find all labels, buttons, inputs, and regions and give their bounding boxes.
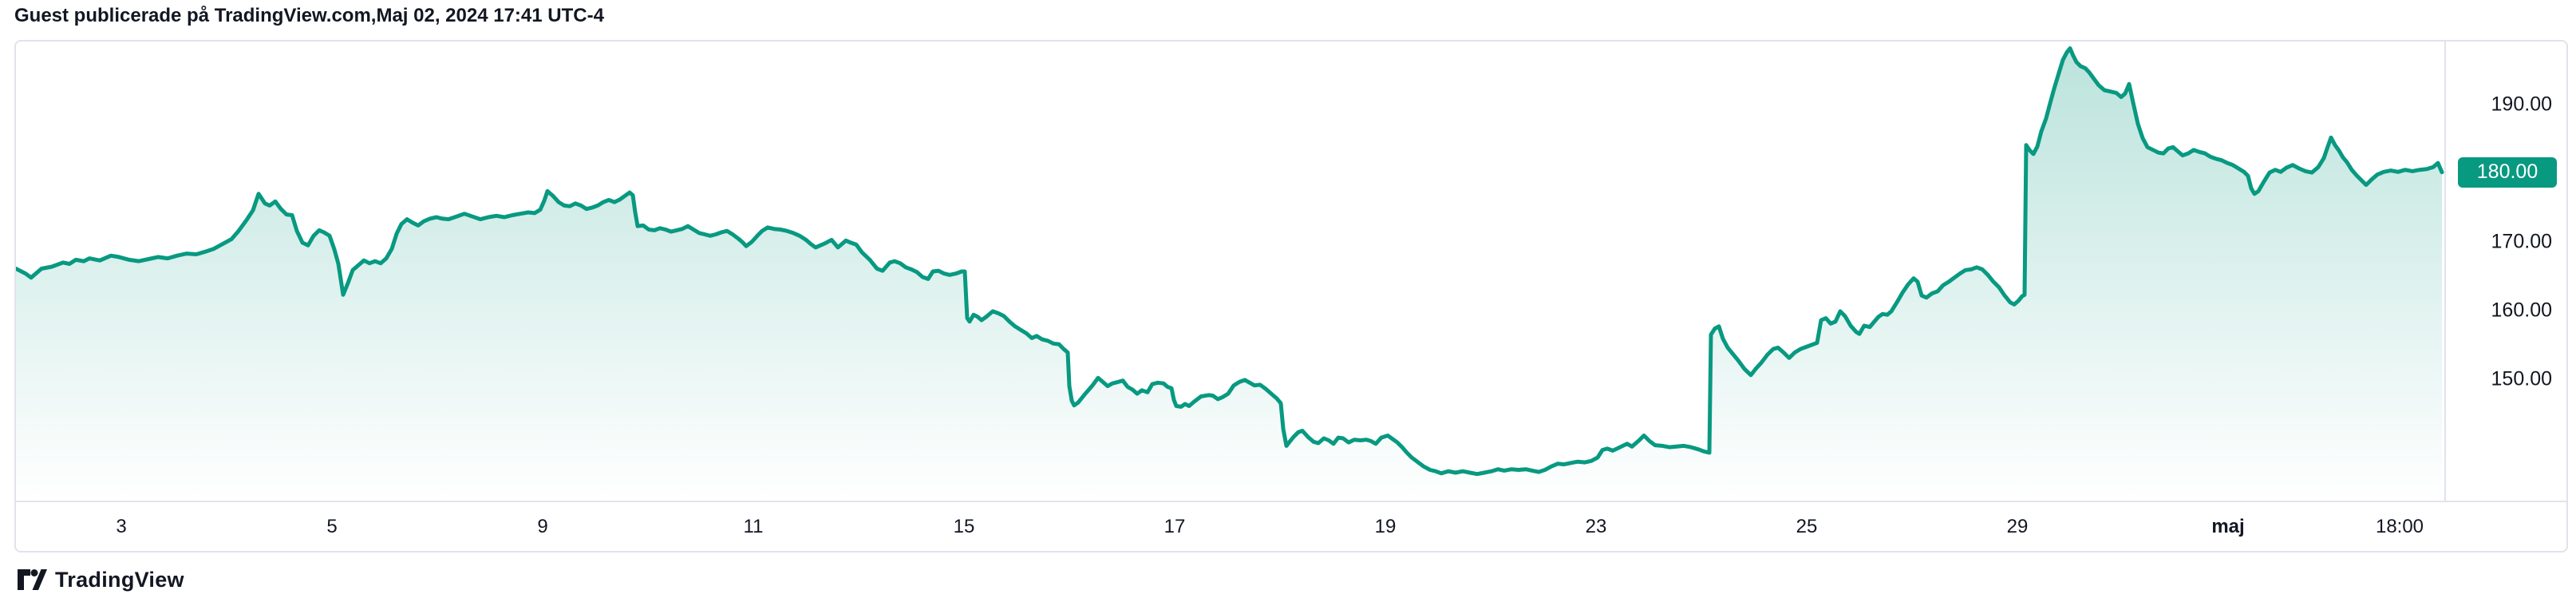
x-tick-label: 11	[743, 515, 764, 537]
area-fill	[16, 48, 2442, 501]
x-tick-label: 3	[116, 515, 127, 537]
x-tick-label: 15	[953, 515, 975, 537]
y-tick-label: 190.00	[2491, 93, 2552, 116]
y-tick-label: 160.00	[2491, 299, 2552, 322]
price-line	[16, 46, 2444, 477]
x-tick-label: 23	[1585, 515, 1607, 537]
y-tick-label: 170.00	[2491, 230, 2552, 253]
last-price-badge: 180.00	[2458, 156, 2557, 188]
tradingview-logo-icon	[18, 569, 47, 590]
chart-widget: 180.00 190.00 170.00 160.00 150.00 3 5 9 11 15 1…	[14, 40, 2568, 553]
x-tick-label: 9	[537, 515, 548, 537]
y-tick-label: 150.00	[2491, 367, 2552, 390]
x-tick-label: maj	[2211, 515, 2245, 537]
price-axis[interactable]: 180.00 190.00 170.00 160.00 150.00	[2444, 42, 2566, 501]
tradingview-brand-text: TradingView	[55, 567, 184, 592]
x-tick-label: 19	[1374, 515, 1397, 537]
x-tick-label: 18:00	[2375, 515, 2424, 537]
x-tick-label: 17	[1164, 515, 1186, 537]
attribution-text: Guest publicerade på TradingView.com,Maj…	[14, 5, 604, 26]
x-tick-label: 25	[1796, 515, 1818, 537]
x-tick-label: 5	[326, 515, 338, 537]
tradingview-attribution[interactable]: TradingView	[18, 562, 184, 597]
price-chart[interactable]	[16, 42, 2446, 501]
time-axis[interactable]: 3 5 9 11 15 17 19 23 25 29 maj 18:00	[16, 501, 2566, 551]
x-tick-label: 29	[2006, 515, 2029, 537]
